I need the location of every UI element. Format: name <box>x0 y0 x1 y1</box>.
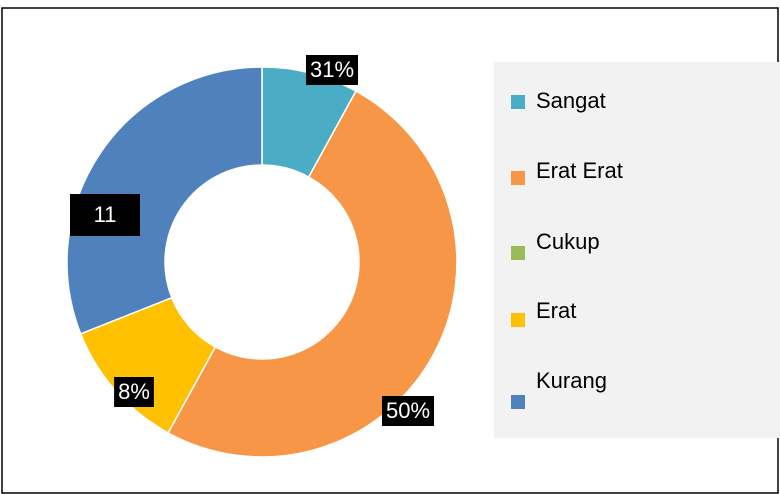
legend-label: Erat Erat <box>536 158 623 183</box>
data-label-box <box>70 194 140 236</box>
data-label: 8% <box>118 379 150 404</box>
legend-swatch <box>511 171 525 185</box>
legend-label: Erat <box>536 298 576 323</box>
legend-swatch <box>511 95 525 109</box>
data-label: 50% <box>386 398 430 423</box>
legend-label: Cukup <box>536 229 600 254</box>
data-label: 11 <box>94 202 117 227</box>
data-label-box <box>305 55 359 85</box>
data-label-box <box>381 396 435 426</box>
legend-label: Sangat <box>536 88 606 113</box>
legend-swatch <box>511 313 525 327</box>
data-label: 31% <box>310 57 354 82</box>
legend-label: Kurang <box>536 368 607 393</box>
legend-swatch <box>511 246 525 260</box>
legend-swatch <box>511 395 525 409</box>
data-label-box <box>114 377 154 407</box>
legend-box <box>494 62 780 438</box>
donut-slice <box>167 90 458 458</box>
